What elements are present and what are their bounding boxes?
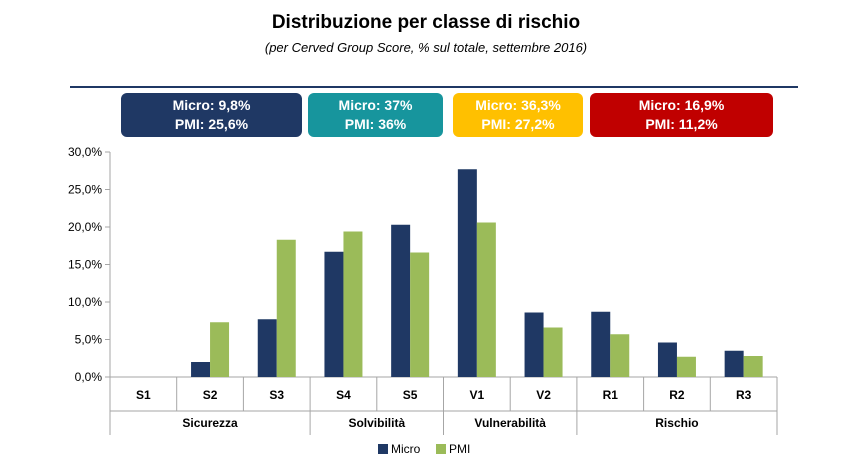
x-tick-label: S4 (336, 388, 351, 402)
x-tick-label: V2 (536, 388, 551, 402)
legend-label-micro: Micro (391, 442, 421, 456)
bar-pmi-s3 (276, 239, 296, 377)
bar-pmi-s5 (410, 252, 430, 377)
chart-title: Distribuzione per classe di rischio (271, 12, 581, 33)
summary-box-line2: PMI: 25,6% (174, 116, 249, 132)
group-label: Vulnerabilità (474, 416, 546, 430)
summary-box-line2: PMI: 27,2% (481, 116, 555, 132)
group-label: Rischio (655, 416, 698, 430)
summary-box-vulnerabilita: Micro: 36,3% PMI: 27,2% (453, 93, 583, 137)
x-tick-label: R2 (669, 388, 685, 402)
x-tick-label: S2 (203, 388, 218, 402)
bar-pmi-s4 (343, 231, 363, 377)
x-tick-label: S3 (269, 388, 284, 402)
summary-box-sicurezza: Micro: 9,8% PMI: 25,6% (121, 93, 302, 137)
title-rule (70, 86, 798, 88)
summary-box-line1: Micro: 36,3% (475, 97, 561, 113)
bar-pmi-s2 (210, 322, 230, 377)
y-tick-label: 0,0% (75, 370, 103, 384)
summary-box-rischio: Micro: 16,9% PMI: 11,2% (590, 93, 773, 137)
bar-micro-s2 (191, 362, 211, 377)
bar-micro-r2 (657, 342, 677, 377)
legend-swatch-pmi (436, 444, 446, 454)
summary-box-line1: Micro: 9,8% (172, 97, 251, 113)
bar-micro-s5 (391, 224, 411, 377)
x-tick-label: R3 (736, 388, 752, 402)
bar-micro-r1 (591, 311, 611, 377)
x-tick-label: S5 (403, 388, 418, 402)
y-tick-label: 15,0% (68, 258, 102, 272)
y-tick-label: 10,0% (68, 295, 102, 309)
bar-micro-s3 (257, 319, 277, 377)
x-tick-label: R1 (603, 388, 619, 402)
bar-micro-s4 (324, 251, 344, 377)
summary-box-solvibilita: Micro: 37% PMI: 36% (308, 93, 443, 137)
bar-pmi-v2 (543, 327, 563, 377)
summary-box-line2: PMI: 36% (344, 116, 407, 132)
y-tick-label: 30,0% (68, 145, 102, 159)
bar-micro-v1 (457, 169, 477, 377)
chart-subtitle: (per Cerved Group Score, % sul totale, s… (264, 40, 588, 55)
legend-label-pmi: PMI (449, 442, 470, 456)
y-tick-label: 5,0% (75, 333, 103, 347)
y-tick-label: 20,0% (68, 220, 102, 234)
bar-pmi-v1 (476, 222, 496, 377)
x-tick-label: S1 (136, 388, 151, 402)
group-label: Sicurezza (182, 416, 238, 430)
legend-swatch-micro (378, 444, 388, 454)
bar-pmi-r1 (610, 334, 630, 377)
bar-micro-r3 (724, 350, 744, 377)
bar-micro-v2 (524, 312, 544, 377)
summary-box-line1: Micro: 16,9% (638, 97, 725, 113)
y-tick-label: 25,0% (68, 183, 102, 197)
bar-pmi-r2 (676, 356, 696, 377)
group-label: Solvibilità (348, 416, 405, 430)
summary-box-line1: Micro: 37% (338, 97, 413, 113)
x-tick-label: V1 (470, 388, 485, 402)
bar-pmi-r3 (743, 356, 763, 377)
summary-box-line2: PMI: 11,2% (645, 116, 718, 132)
